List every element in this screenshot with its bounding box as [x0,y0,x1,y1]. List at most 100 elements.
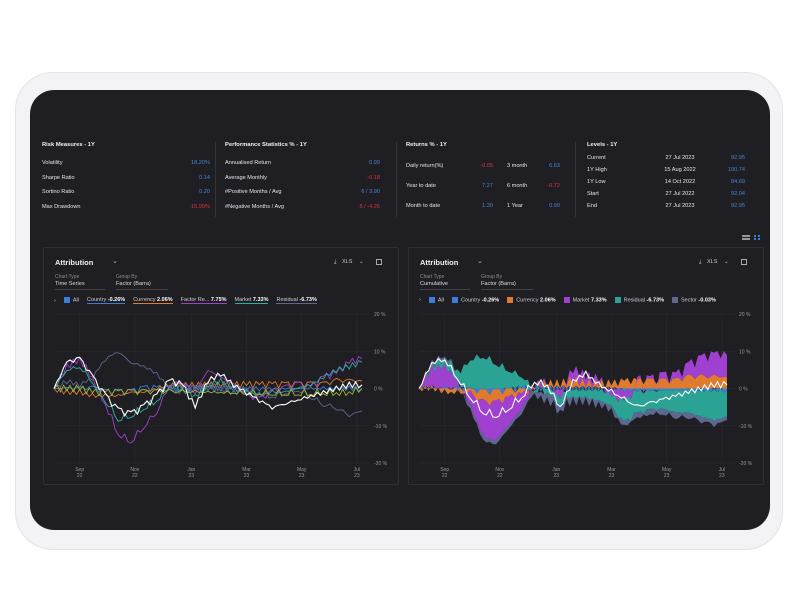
legend-value: -6.73% [646,297,664,304]
risk-row: Volatility 18.20% [42,156,210,171]
export-xls-button[interactable]: XLS [342,259,353,265]
stat-label: 3 month [507,163,528,169]
y-tick-label: 20 % [374,312,386,318]
legend-item[interactable]: Market 7.33% [234,297,269,304]
level-value: 92.95 [731,155,745,161]
chevron-down-icon[interactable]: ⌄ [359,259,364,265]
levels-row: Start 27 Jul 2022 92.04 [587,188,745,200]
stat-label: Sortino Ratio [42,189,75,196]
chevron-down-icon[interactable]: ⌄ [477,258,483,265]
group-by-select[interactable]: Factor (Barra) [481,281,533,290]
list-view-icon[interactable] [742,235,750,240]
stat-value: 0.20 [199,189,210,196]
attribution-panel-time-series: Attribution ⌄ ⤓ XLS ⌄ Chart Type Time Series Gr… [43,247,399,485]
x-tick-month: May [662,467,672,473]
expand-icon[interactable] [376,259,382,265]
stat-label: 6 month [507,183,528,189]
legend-value: 7.33% [252,297,269,303]
series-line-total [53,384,363,397]
x-tick-year: 23 [299,473,305,479]
legend: › All Country -0.26% Currency 2.06% Market 7… [419,297,716,303]
perf-title: Performance Statistics % - 1Y [225,142,307,148]
stat-label: Annualised Return [225,160,272,167]
legend-item[interactable]: Residual -6.73% [614,297,664,304]
legend-all-checkbox[interactable]: All [428,297,444,303]
expand-chevron-icon[interactable]: › [54,297,56,304]
series-area-country [419,385,727,395]
chevron-down-icon[interactable]: ⌄ [112,258,118,265]
legend-swatch [614,297,621,303]
risk-title: Risk Measures - 1Y [42,142,95,148]
grid-view-icon[interactable] [754,235,760,240]
export-xls-button[interactable]: XLS [707,259,718,265]
legend-item[interactable]: Factor Re... 7.75% [180,297,227,304]
expand-icon[interactable] [741,259,747,265]
legend-item[interactable]: Market 7.33% [563,297,607,304]
stat-value: 6.63 [549,163,560,169]
level-value: 100.74 [727,167,745,173]
chart-type-select[interactable]: Cumulative [420,281,470,290]
legend-value: -0.26% [481,297,500,304]
level-date: 27 Jul 2023 [665,203,695,209]
level-label: 1Y High [587,167,607,173]
x-tick-year: 23 [554,473,560,479]
stat-value: 6 / 3.90 [361,189,380,196]
level-label: 1Y Low [587,179,606,185]
legend-item[interactable]: Currency 2.06% [133,297,173,304]
legend-name: Residual [623,297,646,304]
legend-item[interactable]: Country -0.26% [451,297,500,304]
x-tick-month: Sep [440,467,449,473]
chevron-down-icon[interactable]: ⌄ [724,259,729,265]
download-icon[interactable]: ⤓ [334,259,337,265]
legend-item[interactable]: Sector -0.03% [671,297,716,304]
x-tick-year: 23 [354,473,360,479]
legend-name: Currency [516,297,539,304]
legend-swatch [671,297,678,303]
stat-value: 0.14 [199,174,210,181]
legend-item[interactable]: Country -0.26% [86,297,126,304]
x-tick-month: Jan [552,467,560,473]
legend-value: 2.06% [540,297,556,304]
group-by-select[interactable]: Factor (Barra) [116,281,168,290]
panel-title[interactable]: Attribution [55,258,94,267]
group-by-label: Group By [481,274,503,280]
chart-type-select[interactable]: Time Series [55,281,105,290]
stat-value: 0.99 [549,203,560,209]
y-tick-label: 0 % [739,387,748,393]
stat-value: 0.99 [369,160,380,167]
perf-row: #Positive Months / Avg 6 / 3.90 [225,185,380,200]
perf-row: #Negative Months / Avg 6 / -4.26 [225,200,380,215]
legend-value: -0.03% [698,297,716,304]
x-tick-year: 22 [77,473,83,479]
x-tick-month: Nov [130,467,139,473]
download-icon[interactable]: ⤓ [699,259,702,265]
level-value: 92.04 [731,191,745,197]
level-date: 15 Aug 2022 [664,167,696,173]
legend-value: -6.73% [299,297,317,303]
level-date: 14 Oct 2022 [664,179,696,185]
risk-row: Sortino Ratio 0.20 [42,185,210,200]
x-tick-year: 22 [132,473,138,479]
x-tick-year: 22 [442,473,448,479]
legend-name: Market [572,297,590,304]
x-tick-month: Mar [242,467,251,473]
legend-item[interactable]: Currency 2.06% [507,297,556,304]
expand-chevron-icon[interactable]: › [419,297,421,304]
returns-row: Year to date 7.27 6 month -0.72 [406,176,566,196]
divider [215,142,216,217]
risk-measures: Risk Measures - 1Y Volatility 18.20% Sharp… [42,142,210,214]
legend-all-checkbox[interactable]: All [63,297,79,304]
stat-label: #Negative Months / Avg [225,203,284,210]
legend: › All Country -0.26% Currency 2.06% Factor R… [54,297,317,304]
stat-label: Daily return(%) [406,163,444,169]
returns-row: Month to date 1.30 1 Year 0.99 [406,196,566,216]
legend-item[interactable]: Residual -6.73% [276,297,317,304]
legend-name: Market [234,297,252,303]
panel-title[interactable]: Attribution [420,258,459,267]
legend-name: Country [460,297,481,304]
levels-row: Current 27 Jul 2023 92.95 [587,152,745,164]
attribution-chart: 20 %10 %0 %-10 %-20 %Sep22Nov22Jan23Mar2… [53,312,388,479]
x-tick-month: May [297,467,307,473]
returns-title: Returns % - 1Y [406,142,447,148]
x-tick-month: Jul [354,467,360,473]
